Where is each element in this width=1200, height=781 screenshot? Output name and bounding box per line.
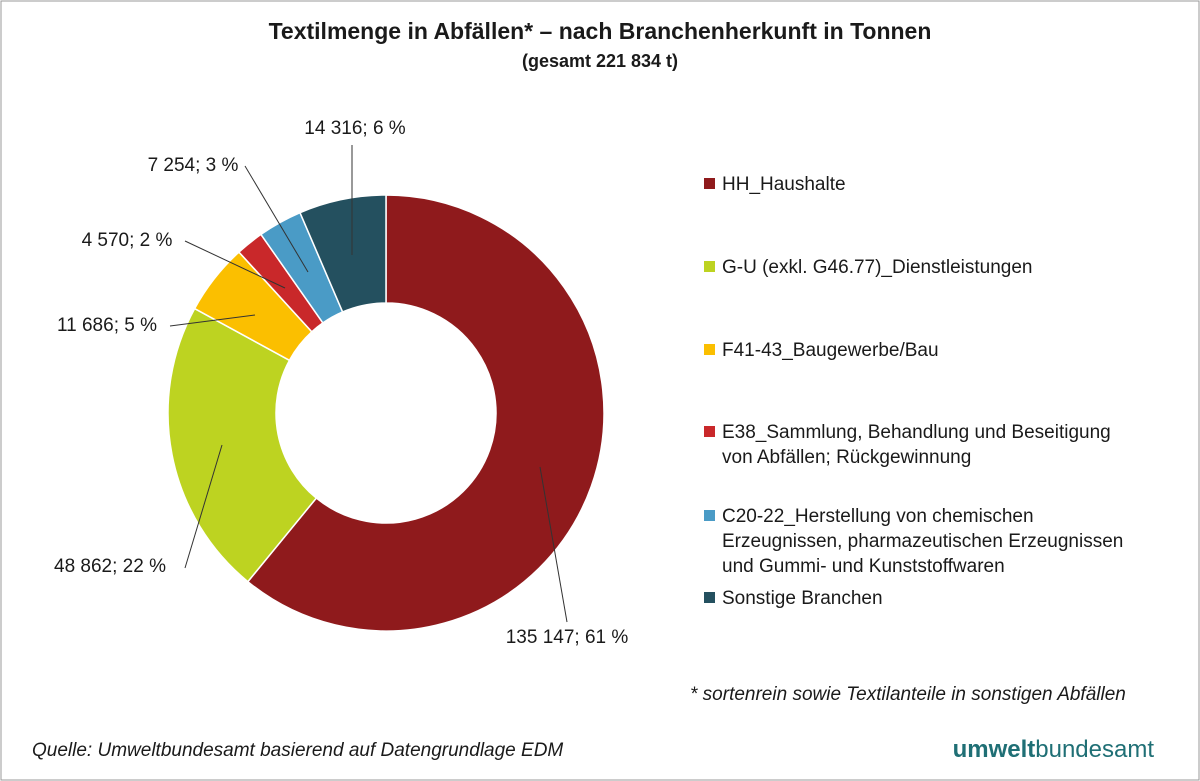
legend-item: E38_Sammlung, Behandlung und Beseitigung…: [704, 420, 1144, 470]
donut-segment: [299, 194, 387, 313]
legend-item: G-U (exkl. G46.77)_Dienstleistungen: [704, 255, 1144, 280]
leader-line: [169, 314, 256, 327]
legend-swatch: [704, 261, 715, 272]
legend-label: Sonstige Branchen: [722, 588, 883, 609]
logo: umweltbundesamt: [953, 736, 1154, 764]
leader-line: [184, 444, 223, 569]
legend-label: G-U (exkl. G46.77)_Dienstleistungen: [722, 257, 1033, 278]
legend-swatch: [704, 592, 715, 603]
data-label: 48 862; 22 %: [54, 556, 166, 577]
data-label: 11 686; 5 %: [57, 315, 157, 336]
donut-segment: [167, 307, 318, 583]
legend-item: Sonstige Branchen: [704, 586, 1144, 611]
legend-swatch: [704, 426, 715, 437]
legend-label: F41-43_Baugewerbe/Bau: [722, 340, 939, 361]
legend-item: C20-22_Herstellung von chemischen Erzeug…: [704, 504, 1144, 579]
legend-label: E38_Sammlung, Behandlung und Beseitigung…: [722, 422, 1111, 468]
donut-segment: [246, 194, 605, 632]
logo-part: bundesamt: [1035, 736, 1154, 763]
footnote: * sortenrein sowie Textilanteile in sons…: [690, 684, 1126, 705]
data-label: 135 147; 61 %: [506, 627, 629, 648]
data-label: 14 316; 6 %: [304, 118, 406, 139]
chart-subtitle: (gesamt 221 834 t): [522, 51, 678, 71]
legend-item: F41-43_Baugewerbe/Bau: [704, 338, 1144, 363]
logo-part: umwelt: [952, 736, 1036, 763]
chart-title: Textilmenge in Abfällen* – nach Branchen…: [269, 18, 932, 44]
data-label: 7 254; 3 %: [148, 155, 239, 176]
data-label: 4 570; 2 %: [82, 230, 173, 251]
leader-line: [184, 240, 286, 289]
source: Quelle: Umweltbundesamt basierend auf Da…: [32, 740, 564, 761]
legend-swatch: [704, 510, 715, 521]
legend-item: HH_Haushalte: [704, 172, 1144, 197]
leader-line: [244, 165, 309, 273]
legend-label: HH_Haushalte: [722, 174, 846, 195]
leader-line: [539, 466, 568, 623]
legend-swatch: [704, 344, 715, 355]
legend-swatch: [704, 178, 715, 189]
legend-label: C20-22_Herstellung von chemischen Erzeug…: [722, 506, 1124, 577]
